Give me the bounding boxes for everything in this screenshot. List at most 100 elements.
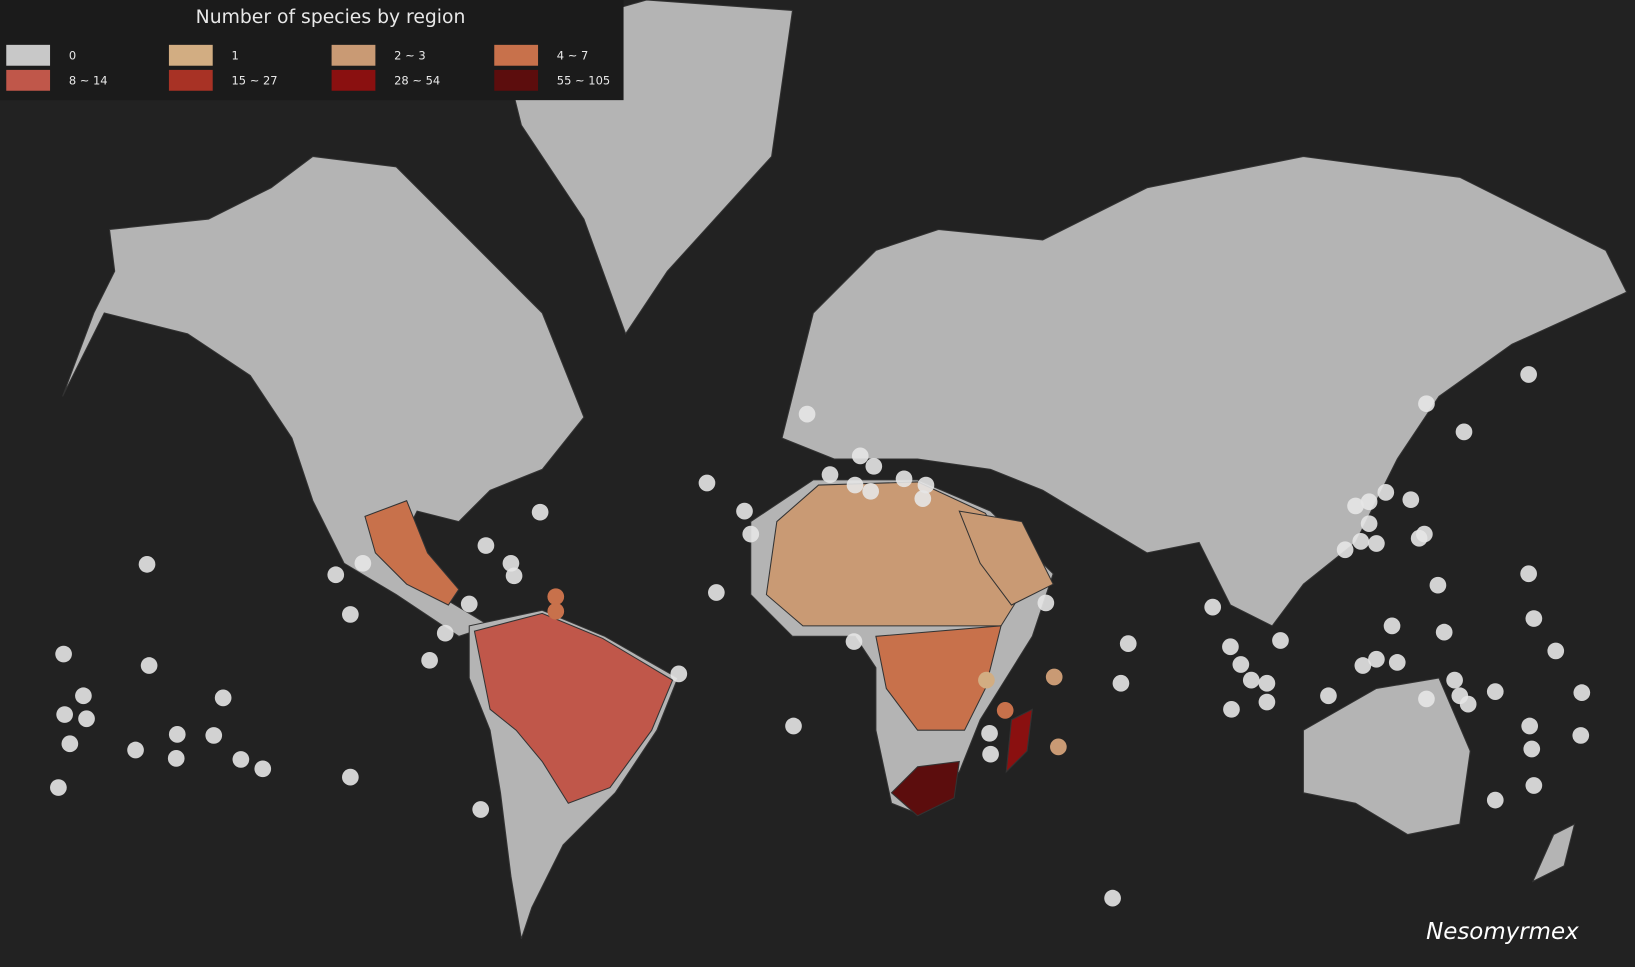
island-dot <box>698 474 716 492</box>
legend-swatch <box>168 69 213 91</box>
island-dot <box>436 624 454 642</box>
island-dot <box>167 750 185 767</box>
island-dot <box>845 633 863 650</box>
island-dot <box>127 741 144 759</box>
island-dot <box>1222 638 1239 656</box>
island-dot <box>1416 525 1433 543</box>
legend: 0 1 2 ~ 3 4 ~ 7 8 ~ 14 15 ~ 27 28 ~ 54 55 ~ 105 <box>6 44 610 91</box>
island-dot <box>342 768 359 786</box>
island-dot <box>1572 727 1590 744</box>
island-dot <box>1368 650 1385 668</box>
island-dot <box>1377 484 1395 501</box>
island-dot <box>914 490 932 507</box>
island-dot <box>1320 687 1337 705</box>
island-dot <box>502 554 520 572</box>
island-dot <box>1459 695 1477 713</box>
island-dot <box>865 457 883 475</box>
madagascar-region <box>1005 708 1033 774</box>
island-dot <box>1050 738 1067 756</box>
island-dot <box>1354 657 1372 674</box>
island-dot <box>1486 791 1504 809</box>
island-dot <box>1360 493 1378 511</box>
island-dot <box>421 651 438 669</box>
island-dot <box>140 657 158 674</box>
island-dot <box>1446 671 1463 689</box>
genus-label: Nesomyrmex <box>1426 919 1579 945</box>
island-dot <box>1112 674 1130 692</box>
island-dot <box>1272 632 1289 649</box>
legend-title: Number of species by region <box>196 7 466 28</box>
legend-label: 1 <box>231 48 238 62</box>
island-dot <box>982 745 999 763</box>
island-dot <box>1104 889 1121 907</box>
island-dot <box>214 689 232 707</box>
island-dot <box>1525 777 1543 794</box>
island-dot <box>670 665 688 683</box>
island-dot <box>1360 515 1378 533</box>
island-dot <box>505 567 523 585</box>
legend-swatch <box>494 44 539 66</box>
island-dot <box>547 602 565 620</box>
land <box>62 0 1628 939</box>
island-dot <box>232 751 250 768</box>
island-dot <box>996 702 1014 719</box>
island-dot <box>1368 535 1385 552</box>
island-dot <box>1204 598 1222 616</box>
legend-label: 15 ~ 27 <box>231 73 277 87</box>
legend-label: 4 ~ 7 <box>557 48 588 62</box>
legend-swatch <box>494 69 539 91</box>
island-dot <box>981 724 998 742</box>
island-dot <box>254 760 272 778</box>
island-dot <box>1429 576 1447 594</box>
island-dot <box>1523 740 1541 758</box>
legend-swatch <box>6 44 51 66</box>
legend-swatch <box>6 69 51 91</box>
island-dot <box>1347 497 1364 515</box>
island-dot <box>821 466 839 483</box>
island-dot <box>327 566 345 584</box>
island-dot <box>55 645 72 663</box>
legend-label: 55 ~ 105 <box>557 73 610 87</box>
island-dot <box>1223 700 1240 718</box>
island-dot <box>1521 717 1539 735</box>
island-dot <box>354 554 372 572</box>
island-dot <box>342 606 359 623</box>
island-dot <box>1242 671 1260 689</box>
island-dot <box>1525 610 1543 627</box>
island-dot <box>61 735 79 753</box>
island-dot <box>851 447 869 465</box>
island-dot <box>547 588 565 606</box>
south-america-region <box>473 612 674 804</box>
island-dot <box>168 726 186 743</box>
island-dot <box>1119 635 1137 652</box>
new-zealand <box>1531 823 1576 883</box>
island-dot <box>1455 423 1473 441</box>
island-dot <box>1418 395 1435 413</box>
island-dot <box>1037 594 1055 612</box>
island-dot <box>1573 684 1591 701</box>
legend-swatch <box>331 69 376 91</box>
island-dot <box>1547 642 1565 660</box>
legend-swatch <box>168 44 213 66</box>
legend-label: 28 ~ 54 <box>394 73 440 87</box>
island-dot <box>1520 366 1537 383</box>
island-dot <box>1352 533 1370 550</box>
island-dot <box>736 502 753 520</box>
island-dot <box>78 710 95 728</box>
island-dot <box>798 405 816 423</box>
island-dot <box>1388 654 1406 671</box>
south-africa-region <box>890 760 960 817</box>
island-dot <box>531 503 549 521</box>
island-dot <box>1383 617 1401 635</box>
island-dot <box>1045 668 1063 686</box>
island-dot <box>1336 541 1354 559</box>
island-dot <box>978 671 995 689</box>
island-dot <box>460 595 478 613</box>
legend-swatch <box>331 44 376 66</box>
legend-label: 2 ~ 3 <box>394 48 425 62</box>
island-dot <box>1258 693 1276 711</box>
central-africa-region <box>875 625 1002 731</box>
island-dot <box>205 727 223 744</box>
island-dot <box>895 470 913 488</box>
